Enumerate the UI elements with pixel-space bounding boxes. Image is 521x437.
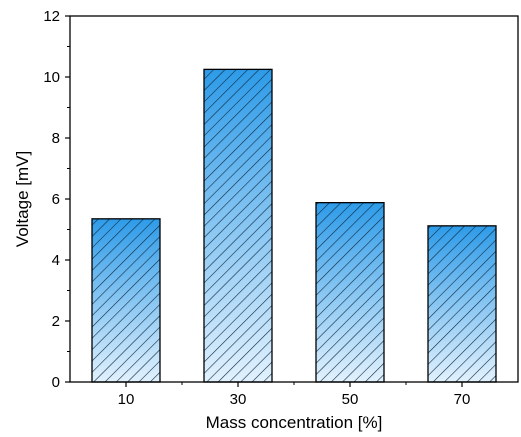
y-tick-label: 6 (52, 191, 60, 208)
bar-hatch-outline (203, 68, 273, 383)
bar-70 (427, 225, 497, 383)
y-tick-label: 12 (43, 8, 60, 25)
bar-50 (315, 202, 385, 383)
y-tick-label: 0 (52, 374, 60, 391)
y-tick-label: 10 (43, 69, 60, 86)
x-tick-label: 30 (230, 391, 247, 408)
x-tick-label: 50 (342, 391, 359, 408)
x-axis-ticks: 10 30 50 70 (118, 382, 471, 408)
x-tick-label: 70 (454, 391, 471, 408)
bars-group (91, 68, 497, 383)
bar-hatch-outline (91, 218, 161, 383)
bar-10 (91, 218, 161, 383)
y-tick-label: 2 (52, 313, 60, 330)
bar-hatch-outline (427, 225, 497, 383)
bar-hatch-outline (315, 202, 385, 383)
bar-30 (203, 68, 273, 383)
y-tick-label: 8 (52, 130, 60, 147)
y-axis-ticks: 0 2 4 6 8 10 12 (43, 8, 70, 391)
x-axis-title: Mass concentration [%] (206, 413, 383, 432)
x-tick-label: 10 (118, 391, 135, 408)
y-axis-title: Voltage [mV] (13, 151, 32, 247)
y-tick-label: 4 (52, 252, 60, 269)
